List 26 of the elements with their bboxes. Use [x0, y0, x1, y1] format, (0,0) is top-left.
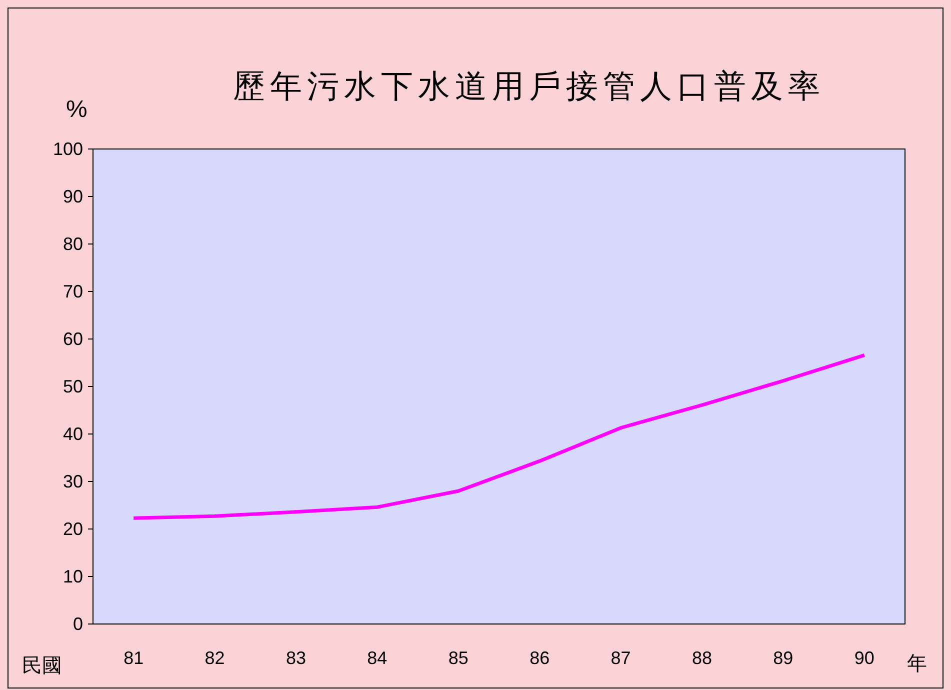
x-axis-title: 年: [907, 653, 927, 675]
x-tick-label: 81: [124, 648, 144, 668]
y-tick-label: 50: [62, 376, 83, 396]
x-tick-label: 86: [530, 648, 550, 668]
y-tick-label: 90: [62, 186, 83, 206]
chart-title: 歷年污水下水道用戶接管人口普及率: [233, 68, 825, 104]
x-tick-label: 83: [286, 648, 306, 668]
y-tick-label: 70: [62, 282, 83, 302]
x-tick-label: 87: [610, 648, 631, 668]
x-tick-label: 84: [367, 648, 388, 668]
y-tick-label: 60: [62, 329, 83, 349]
x-tick-label: 88: [692, 648, 712, 668]
y-tick-label: 80: [62, 234, 83, 254]
x-tick-label: 89: [773, 648, 794, 668]
y-tick-label: 100: [52, 139, 83, 159]
y-tick-label: 20: [62, 519, 83, 539]
text: 民國: [22, 655, 62, 677]
line-series: [132, 353, 866, 520]
y-tick-label: 40: [62, 424, 83, 444]
x-tick-label: 90: [854, 648, 874, 668]
x-tick-label: 82: [204, 648, 225, 668]
x-tick-label: 85: [448, 648, 468, 668]
y-tick-label: 10: [62, 566, 83, 586]
y-axis-title: %: [66, 96, 88, 123]
y-tick-label: 0: [72, 614, 83, 634]
y-tick-label: 30: [62, 472, 83, 492]
